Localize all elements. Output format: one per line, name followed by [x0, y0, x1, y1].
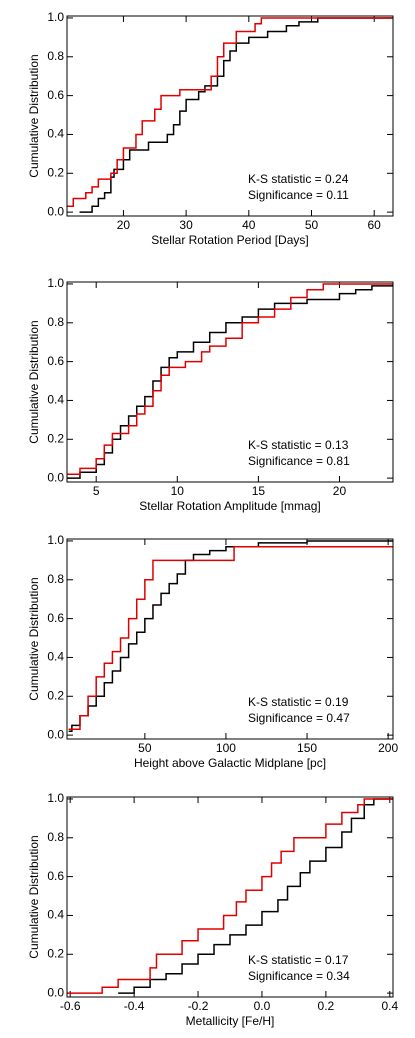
annotation: Significance = 0.81 — [248, 454, 350, 468]
annotation: Significance = 0.11 — [248, 188, 349, 202]
annotation: K-S statistic = 0.17 — [248, 953, 349, 967]
y-tick-label: 0.0 — [47, 470, 64, 484]
y-tick-label: 0.0 — [47, 727, 64, 741]
y-tick-label: 0.6 — [47, 88, 64, 102]
x-tick-label: 30 — [179, 218, 193, 232]
x-tick-label: 150 — [297, 741, 317, 755]
cdf-line — [118, 798, 393, 994]
y-tick-label: 0.8 — [47, 315, 64, 329]
x-tick-label: 5 — [93, 484, 100, 498]
cdf-line — [67, 798, 393, 994]
annotation: K-S statistic = 0.19 — [248, 695, 349, 709]
x-axis-label: Height above Galactic Midplane [pc] — [134, 756, 326, 770]
x-tick-label: -0.4 — [124, 999, 145, 1013]
y-axis-label: Cumulative Distribution — [27, 577, 41, 700]
y-tick-label: 0.2 — [47, 946, 64, 960]
plot-frame — [66, 281, 394, 483]
plot-frame — [66, 538, 394, 740]
plot-frame — [66, 796, 394, 998]
x-tick-label: 0.4 — [381, 999, 398, 1013]
y-tick-label: 0.8 — [47, 49, 64, 63]
y-tick-label: 0.4 — [47, 650, 64, 664]
y-tick-label: 0.2 — [47, 688, 64, 702]
y-tick-label: 0.2 — [47, 165, 64, 179]
y-tick-label: 0.8 — [47, 572, 64, 586]
y-tick-label: 1.0 — [47, 791, 64, 805]
y-axis-label: Cumulative Distribution — [27, 320, 41, 443]
x-axis-label: Metallicity [Fe/H] — [186, 1014, 275, 1028]
x-tick-label: 60 — [368, 218, 382, 232]
y-tick-label: 0.4 — [47, 908, 64, 922]
x-tick-label: 40 — [242, 218, 256, 232]
y-tick-label: 0.0 — [47, 985, 64, 999]
cdf-line — [67, 283, 393, 475]
x-tick-label: 0.2 — [318, 999, 335, 1013]
y-tick-label: 0.8 — [47, 830, 64, 844]
x-tick-label: 50 — [305, 218, 319, 232]
x-tick-label: 15 — [252, 484, 266, 498]
x-tick-label: -0.2 — [188, 999, 209, 1013]
y-tick-label: 0.6 — [47, 869, 64, 883]
y-tick-label: 1.0 — [47, 533, 64, 547]
y-tick-label: 0.4 — [47, 127, 64, 141]
cdf-line — [68, 546, 393, 731]
y-tick-label: 0.6 — [47, 611, 64, 625]
y-tick-label: 1.0 — [47, 276, 64, 290]
y-tick-label: 0.4 — [47, 393, 64, 407]
x-axis-label: Stellar Rotation Period [Days] — [151, 233, 308, 247]
annotation: Significance = 0.34 — [248, 969, 350, 983]
cdf-line — [67, 17, 393, 208]
y-tick-label: 0.0 — [47, 204, 64, 218]
x-tick-label: 10 — [171, 484, 185, 498]
annotation: Significance = 0.47 — [248, 711, 350, 725]
y-tick-label: 0.2 — [47, 431, 64, 445]
x-tick-label: 0.0 — [254, 999, 271, 1013]
y-tick-label: 1.0 — [47, 10, 64, 24]
annotation: K-S statistic = 0.13 — [248, 438, 349, 452]
y-axis-label: Cumulative Distribution — [27, 835, 41, 958]
x-axis-label: Stellar Rotation Amplitude [mmag] — [139, 499, 320, 513]
x-tick-label: 20 — [333, 484, 347, 498]
cdf-line — [68, 540, 393, 732]
y-tick-label: 0.6 — [47, 354, 64, 368]
x-tick-label: 50 — [138, 741, 152, 755]
annotation: K-S statistic = 0.24 — [248, 172, 349, 186]
x-tick-label: -0.6 — [60, 999, 81, 1013]
x-tick-label: 20 — [117, 218, 131, 232]
x-tick-label: 100 — [216, 741, 236, 755]
y-axis-label: Cumulative Distribution — [27, 54, 41, 177]
plot-frame — [66, 15, 394, 217]
x-tick-label: 200 — [378, 741, 398, 755]
